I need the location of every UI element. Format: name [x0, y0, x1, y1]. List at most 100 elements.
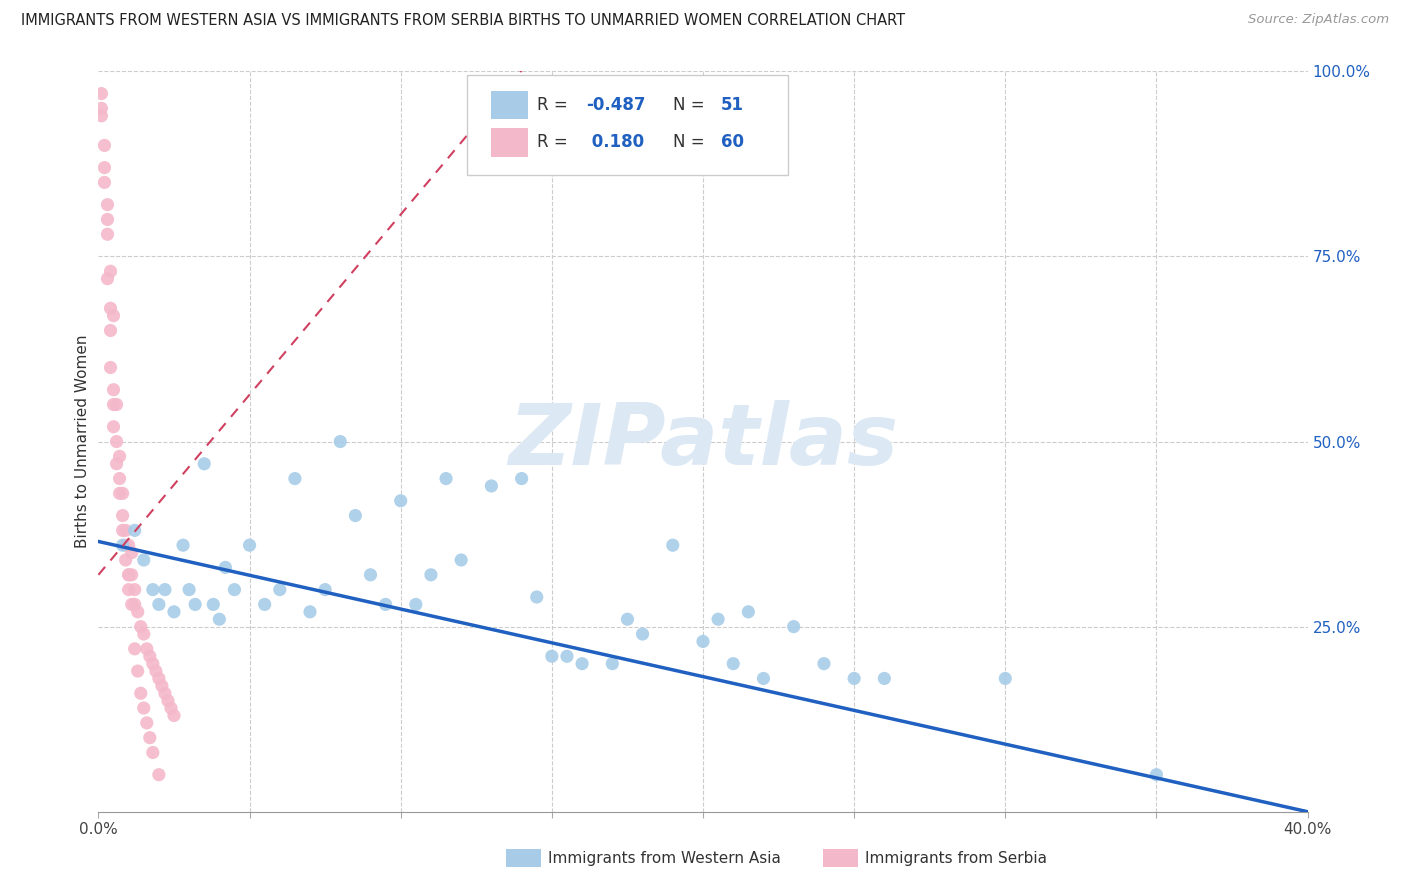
Point	[124, 641, 146, 656]
Point	[135, 715, 157, 730]
Point	[90, 102, 112, 116]
Point	[111, 524, 134, 538]
Point	[314, 582, 336, 597]
Text: IMMIGRANTS FROM WESTERN ASIA VS IMMIGRANTS FROM SERBIA BIRTHS TO UNMARRIED WOMEN: IMMIGRANTS FROM WESTERN ASIA VS IMMIGRAN…	[21, 13, 905, 29]
Point	[661, 538, 683, 552]
Point	[156, 694, 179, 708]
Point	[129, 619, 152, 633]
Text: N =: N =	[672, 96, 710, 114]
Point	[224, 582, 246, 597]
Point	[118, 567, 141, 582]
Point	[450, 553, 472, 567]
Point	[202, 598, 225, 612]
Point	[114, 553, 136, 567]
Point	[129, 686, 152, 700]
Point	[329, 434, 352, 449]
Point	[114, 524, 136, 538]
Point	[148, 672, 170, 686]
Point	[103, 383, 125, 397]
Point	[434, 471, 457, 485]
Point	[103, 398, 125, 412]
Point	[163, 605, 186, 619]
Point	[723, 657, 745, 671]
Point	[108, 471, 131, 485]
Point	[121, 598, 143, 612]
Text: -0.487: -0.487	[586, 96, 645, 114]
Text: Immigrants from Western Asia: Immigrants from Western Asia	[548, 851, 782, 865]
Point	[153, 582, 176, 597]
Point	[193, 457, 215, 471]
Point	[96, 197, 118, 211]
Point	[121, 567, 143, 582]
Point	[103, 419, 125, 434]
Point	[108, 450, 131, 464]
Text: N =: N =	[672, 134, 710, 152]
Point	[139, 649, 162, 664]
Point	[118, 538, 141, 552]
Point	[105, 434, 128, 449]
Point	[994, 672, 1017, 686]
Point	[105, 457, 128, 471]
Point	[124, 524, 146, 538]
Point	[118, 567, 141, 582]
Point	[142, 582, 165, 597]
Point	[96, 212, 118, 227]
Point	[111, 538, 134, 552]
Point	[121, 546, 143, 560]
Point	[184, 598, 207, 612]
Point	[737, 605, 759, 619]
Point	[108, 486, 131, 500]
Point	[540, 649, 562, 664]
Point	[142, 746, 165, 760]
Point	[139, 731, 162, 745]
Point	[360, 567, 382, 582]
Point	[160, 701, 183, 715]
Point	[526, 590, 548, 604]
Point	[105, 398, 128, 412]
Point	[127, 664, 149, 678]
Point	[481, 479, 503, 493]
FancyBboxPatch shape	[492, 91, 527, 120]
Point	[420, 567, 443, 582]
Point	[127, 605, 149, 619]
Point	[239, 538, 262, 552]
Point	[153, 686, 176, 700]
Point	[111, 486, 134, 500]
Point	[344, 508, 367, 523]
Point	[602, 657, 624, 671]
Point	[172, 538, 194, 552]
Point	[148, 598, 170, 612]
Point	[284, 471, 307, 485]
Point	[124, 598, 146, 612]
Text: ZIPatlas: ZIPatlas	[508, 400, 898, 483]
Point	[100, 360, 122, 375]
Point	[253, 598, 276, 612]
Point	[389, 493, 412, 508]
Point	[135, 641, 157, 656]
Point	[142, 657, 165, 671]
Text: R =: R =	[537, 134, 574, 152]
Point	[163, 708, 186, 723]
Point	[93, 175, 115, 190]
Point	[111, 508, 134, 523]
Point	[510, 471, 533, 485]
Point	[96, 271, 118, 285]
Point	[100, 264, 122, 278]
Text: 60: 60	[721, 134, 744, 152]
Point	[100, 301, 122, 316]
Point	[844, 672, 866, 686]
Point	[555, 649, 578, 664]
Point	[269, 582, 291, 597]
FancyBboxPatch shape	[467, 75, 787, 175]
Point	[103, 309, 125, 323]
Text: 51: 51	[721, 96, 744, 114]
Text: R =: R =	[537, 96, 574, 114]
Point	[214, 560, 236, 574]
Point	[405, 598, 427, 612]
FancyBboxPatch shape	[492, 128, 527, 156]
Point	[96, 227, 118, 242]
Point	[93, 138, 115, 153]
Point	[873, 672, 896, 686]
Point	[374, 598, 396, 612]
Point	[631, 627, 654, 641]
